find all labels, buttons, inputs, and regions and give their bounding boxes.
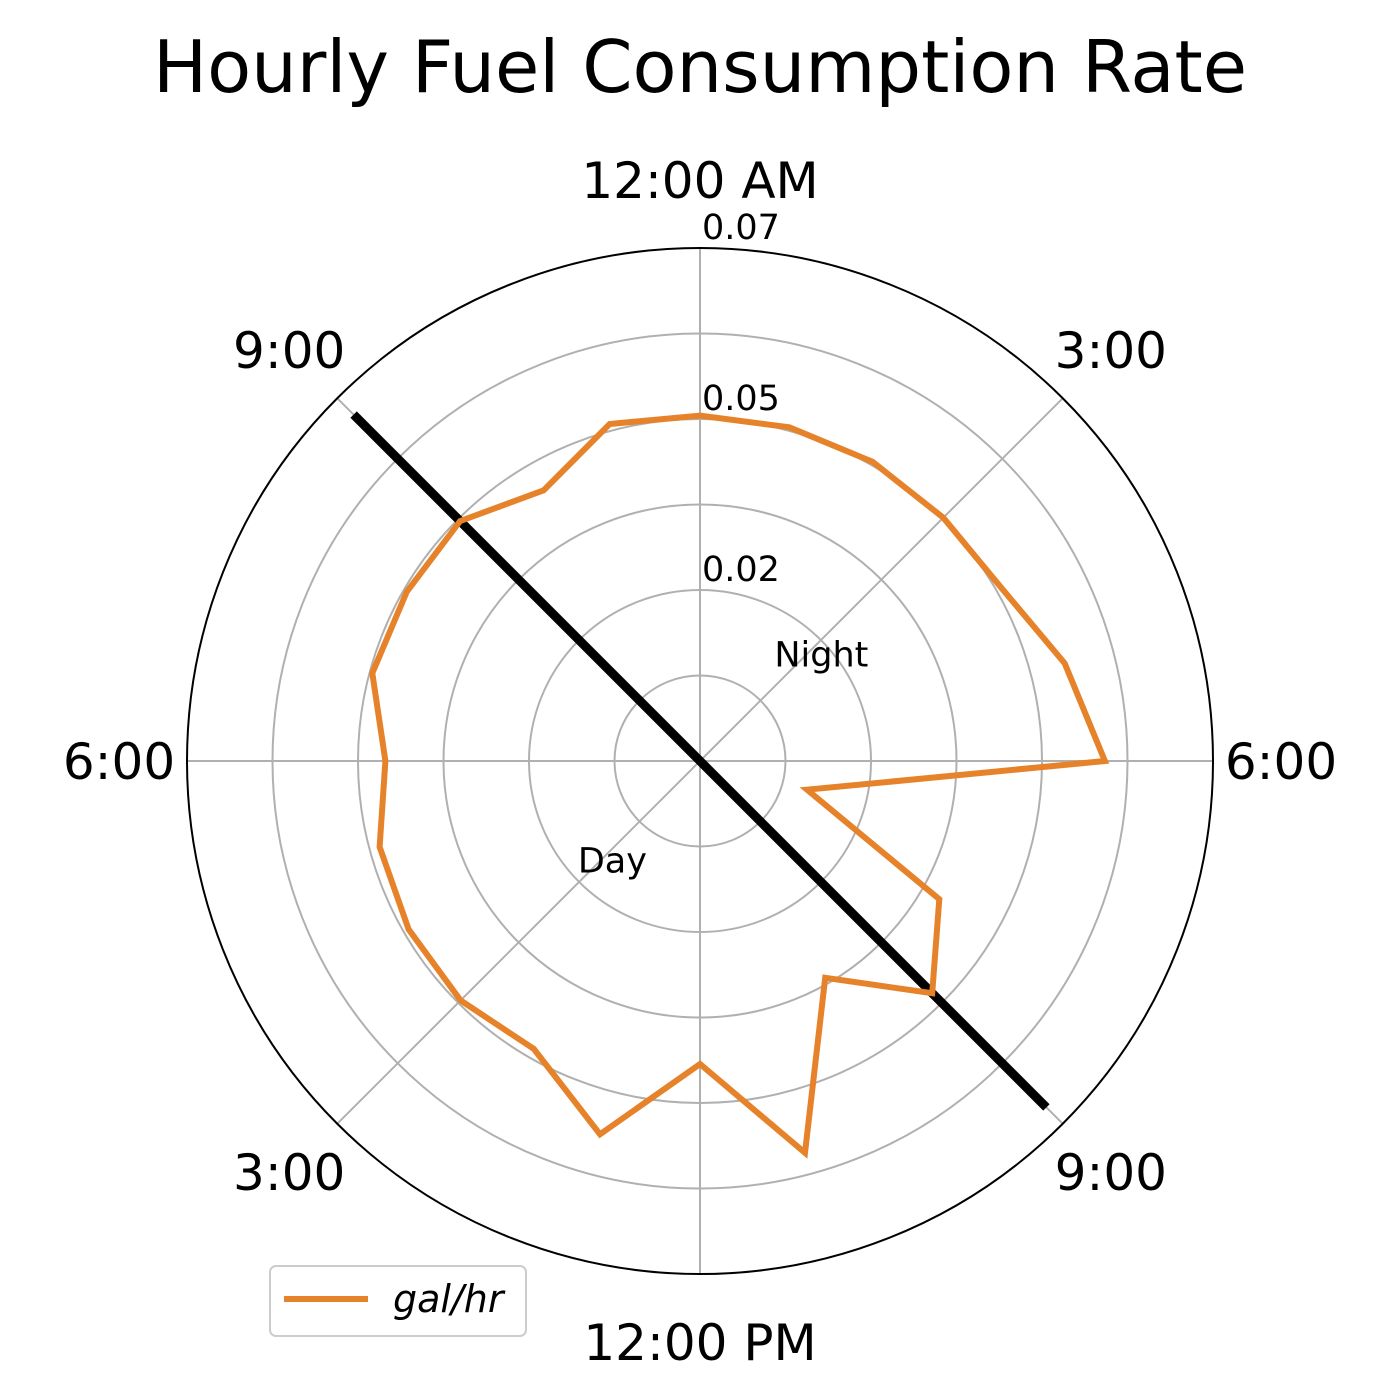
ring-gridline bbox=[357, 418, 1043, 1104]
theta-tick-label: 3:00 bbox=[233, 1144, 345, 1202]
r-tick-label: 0.02 bbox=[702, 550, 780, 590]
region-label-day: Day bbox=[578, 842, 647, 882]
theta-tick-label: 9:00 bbox=[233, 322, 345, 380]
theta-tick-label: 6:00 bbox=[1225, 733, 1337, 791]
legend-frame bbox=[269, 1265, 527, 1337]
r-tick-label: 0.05 bbox=[702, 379, 780, 419]
ring-gridline bbox=[271, 332, 1129, 1190]
chart-title: Hourly Fuel Consumption Rate bbox=[153, 25, 1247, 109]
region-label-night: Night bbox=[774, 636, 868, 676]
theta-tick-label: 12:00 PM bbox=[583, 1314, 816, 1372]
theta-tick-label: 12:00 AM bbox=[581, 152, 818, 210]
data-layer bbox=[350, 411, 1110, 1159]
legend: gal/hr bbox=[269, 1265, 527, 1337]
ring-gridline bbox=[442, 503, 958, 1019]
theta-tick-label: 6:00 bbox=[63, 733, 175, 791]
theta-tick-label: 9:00 bbox=[1055, 1144, 1167, 1202]
polar-frame bbox=[186, 247, 1214, 1275]
ring-gridline bbox=[613, 674, 787, 848]
legend-label: gal/hr bbox=[393, 1277, 506, 1321]
series-line bbox=[369, 412, 1110, 1159]
ring-gridline bbox=[528, 589, 872, 933]
r-tick-label: 0.07 bbox=[702, 208, 780, 248]
polar-grid bbox=[186, 247, 1214, 1275]
theta-tick-label: 3:00 bbox=[1055, 322, 1167, 380]
